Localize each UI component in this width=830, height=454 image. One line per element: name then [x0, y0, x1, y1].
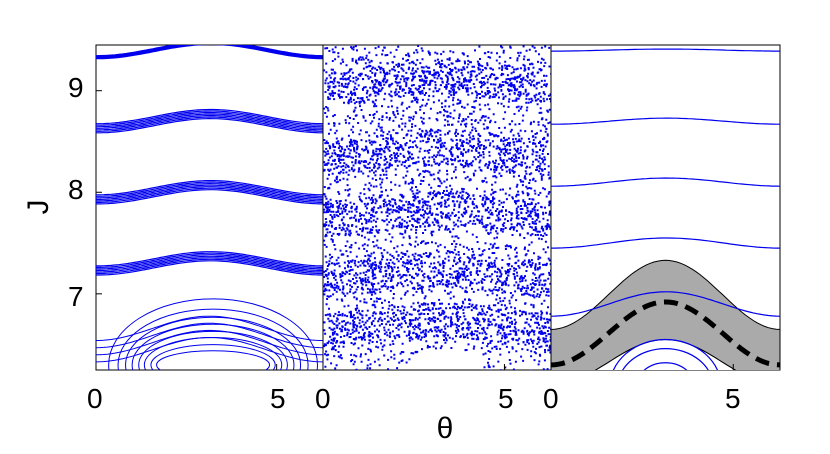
band-curve: [96, 187, 323, 203]
xtick-label-right-5: 5: [725, 383, 741, 414]
xtick-label-left-5: 5: [270, 383, 286, 414]
invariant-curve: [551, 117, 780, 125]
chaotic-points: [323, 45, 551, 370]
band-curve: [96, 115, 323, 131]
band-curve: [96, 45, 323, 57]
band-curve: [96, 252, 323, 268]
island-orbit: [108, 298, 318, 370]
island-orbit: [117, 308, 309, 370]
band-curve: [96, 251, 323, 267]
island-orbit: [125, 316, 302, 370]
separatrix-dashed: [551, 299, 780, 368]
band-curve: [96, 110, 323, 126]
band-curve: [96, 113, 323, 129]
band-curve: [96, 108, 323, 125]
xlabel: θ: [437, 412, 454, 445]
band-curve: [96, 260, 323, 276]
panel-middle: 0 5 θ: [315, 44, 552, 445]
island-orbit: [150, 344, 276, 370]
band-curve: [96, 117, 323, 134]
island-ring: [643, 362, 688, 370]
band-curve: [96, 189, 323, 205]
band-curve: [96, 116, 323, 132]
invariant-curve: [551, 177, 780, 187]
island-ring: [612, 338, 719, 370]
ytick-label-9: 9: [68, 72, 84, 103]
invariant-curve: [551, 48, 780, 52]
y-ticks: [95, 90, 734, 370]
panel-right: 0 5: [543, 44, 781, 414]
separatrix-orbit: [96, 336, 323, 363]
separatrix-orbit: [96, 329, 323, 356]
band-curve: [96, 257, 323, 273]
band-curve: [96, 182, 323, 199]
ytick-label-7: 7: [68, 281, 84, 312]
band-curve: [96, 184, 323, 200]
separatrix-orbit: [96, 322, 323, 349]
panel-left-marks: [96, 45, 323, 370]
invariant-curve: [551, 291, 780, 317]
ytick-label-8: 8: [68, 174, 84, 205]
xtick-label-right-0: 0: [543, 383, 559, 414]
panel-left: 9 8 7 J 0 5: [22, 44, 324, 414]
island-orbit: [156, 350, 271, 370]
invariant-curve: [551, 237, 780, 249]
panel-left-frame: [95, 44, 324, 371]
band-curve: [96, 111, 323, 128]
xtick-label-mid-5: 5: [498, 383, 514, 414]
panel-right-marks: [551, 48, 780, 370]
band-curve: [96, 186, 323, 202]
island-ring: [622, 348, 709, 370]
xtick-label-left-0: 0: [87, 383, 103, 414]
ylabel: J: [22, 200, 55, 215]
band-curve: [96, 254, 323, 270]
band-curve: [96, 181, 323, 197]
panel-middle-marks: [323, 45, 551, 370]
band-curve: [96, 255, 323, 272]
xtick-label-mid-0: 0: [315, 383, 331, 414]
island-orbit: [138, 330, 288, 370]
island-orbit: [131, 323, 295, 370]
band-curve: [96, 258, 323, 275]
band-curve: [96, 180, 323, 196]
separatrix-orbit: [96, 315, 323, 341]
